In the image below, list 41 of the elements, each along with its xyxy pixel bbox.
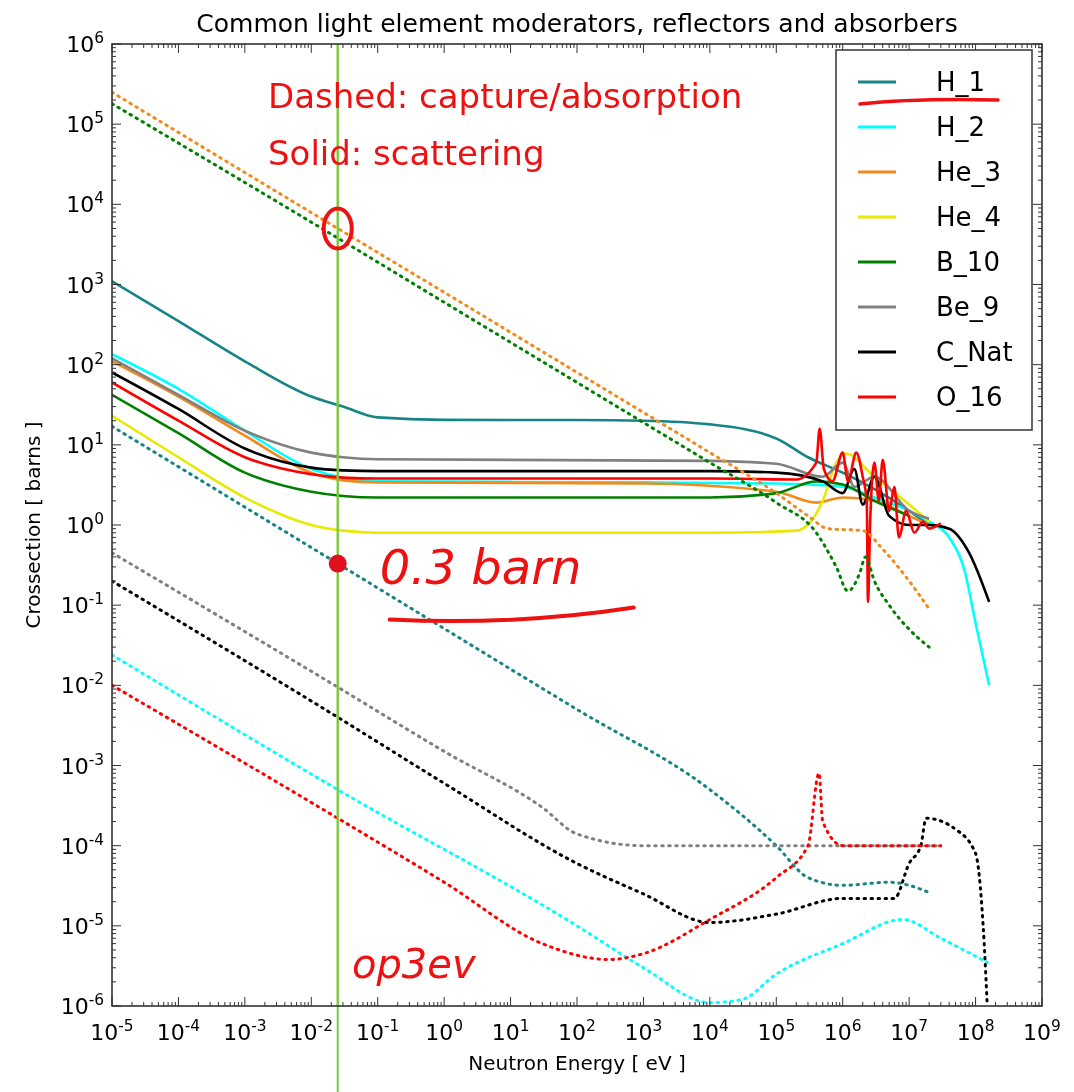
x-tick-label: 10$^{0}$ [425,1017,464,1045]
y-tick-label: 10$^{-6}$ [60,991,104,1019]
x-tick-label: 10$^{3}$ [624,1017,663,1045]
x-tick-label: 10$^{-4}$ [156,1017,201,1045]
legend-label: C_Nat [936,337,1013,367]
y-tick-label: 10$^{-1}$ [60,590,104,619]
y-tick-label: 10$^{-3}$ [60,750,104,779]
legend-label: O_16 [936,382,1003,412]
x-tick-label: 10$^{9}$ [1023,1017,1061,1045]
legend-label: H_1 [936,67,986,97]
x-axis-title: Neutron Energy [ eV ] [468,1051,686,1075]
y-tick-label: 10$^{0}$ [66,510,104,538]
x-tick-label: 10$^{4}$ [690,1017,729,1045]
annotation: op3ev [352,941,477,987]
x-tick-label: 10$^{-3}$ [223,1017,267,1045]
legend-label: B_10 [936,247,1000,277]
legend-label: H_2 [936,112,986,142]
chart-title: Common light element moderators, reflectors and absorbers [196,9,958,38]
y-tick-label: 10$^{5}$ [66,109,104,138]
y-tick-label: 10$^{-5}$ [60,910,104,939]
y-tick-label: 10$^{6}$ [66,29,104,57]
x-tick-label: 10$^{2}$ [558,1017,596,1045]
x-tick-label: 10$^{8}$ [956,1017,995,1045]
legend-label: Be_9 [936,292,1000,322]
y-tick-label: 10$^{-4}$ [60,830,104,859]
legend-label: He_4 [936,202,1002,232]
x-tick-label: 10$^{6}$ [823,1017,862,1045]
annotation: 0.3 barn [379,538,582,595]
x-tick-label: 10$^{-1}$ [356,1017,400,1045]
y-tick-label: 10$^{2}$ [66,349,104,378]
x-tick-label: 10$^{7}$ [890,1017,929,1045]
y-tick-label: 10$^{-2}$ [60,670,104,699]
y-axis-title: Crossection [ barns ] [21,421,45,629]
x-tick-label: 10$^{-5}$ [90,1017,134,1045]
legend-label: He_3 [936,157,1002,187]
x-tick-label: 10$^{1}$ [491,1017,530,1045]
y-tick-label: 10$^{3}$ [66,269,104,298]
x-tick-label: 10$^{-2}$ [289,1017,333,1045]
y-tick-label: 10$^{1}$ [66,429,104,458]
y-tick-label: 10$^{4}$ [66,189,104,218]
x-tick-label: 10$^{5}$ [757,1017,796,1045]
